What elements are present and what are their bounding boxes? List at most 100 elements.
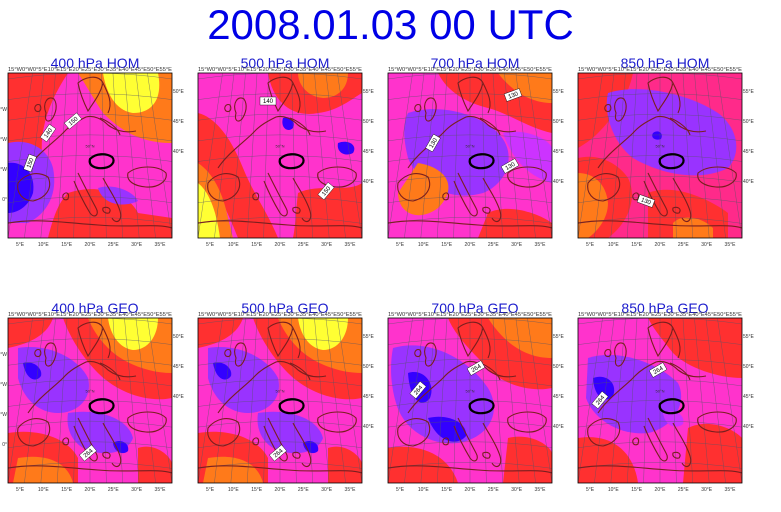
field-region (503, 131, 552, 183)
hungary-outline (658, 153, 685, 170)
right-tick-label: 40°E (553, 179, 565, 185)
top-tick-labels: 15°W0°W0°5°E10°E15°E20°E25°E30°E35°E40°E… (578, 67, 743, 73)
contour-label: 264 (591, 391, 609, 409)
field-region (652, 131, 662, 140)
panel-title: 400 hPa GEO (51, 300, 139, 316)
contour-label: 130 (636, 194, 656, 208)
bottom-tick-label: 35°E (345, 242, 357, 248)
map-panel: 400 hPa HOM 140 150 150 50°N 15°W0°W0°5°E10°E… (0, 55, 190, 265)
field-region (337, 141, 355, 155)
bottom-tick-label: 25°E (488, 242, 500, 248)
bottom-tick-label: 15°E (631, 487, 643, 493)
left-tick-label: 50°W (0, 137, 7, 143)
right-tick-label: 40°E (363, 179, 375, 185)
right-tick-label: 40°E (743, 179, 755, 185)
bottom-tick-label: 35°E (535, 487, 547, 493)
field-region (208, 347, 279, 413)
map-area: 140 150 50°N (198, 73, 362, 238)
bottom-tick-label: 5°E (586, 242, 595, 248)
bottom-tick-label: 35°E (535, 242, 547, 248)
bottom-tick-label: 15°E (251, 242, 263, 248)
bottom-tick-label: 10°E (228, 242, 240, 248)
contour-label: 264 (269, 444, 287, 462)
graticule (8, 318, 172, 483)
panel-title: 700 hPa HOM (430, 55, 520, 71)
bottom-tick-label: 20°E (275, 242, 287, 248)
right-tick-label: 50°E (173, 334, 185, 340)
field-region (213, 362, 232, 380)
top-tick-labels: 15°W0°W0°5°E10°E15°E20°E25°E30°E35°E40°E… (198, 312, 363, 318)
bottom-tick-label: 15°E (441, 487, 453, 493)
right-tick-label: 50°E (363, 364, 375, 370)
bottom-tick-label: 15°E (251, 487, 263, 493)
bottom-tick-label: 5°E (206, 242, 215, 248)
left-tick-label: 45°W (0, 167, 7, 173)
panel-title: 500 hPa HOM (240, 55, 330, 71)
contour-label: 150 (23, 153, 37, 173)
bottom-tick-label: 5°E (586, 487, 595, 493)
map-area: 264 50°N (8, 318, 172, 483)
coastlines (198, 321, 362, 474)
map-frame (7, 317, 173, 484)
center-lat-label: 50°N (466, 143, 475, 148)
map-figure: 140 150 150 50°N 15°W0°W0°5°E10°E15°E20°E25°… (0, 67, 185, 248)
field-region (398, 163, 449, 216)
panel-title: 700 hPa GEO (431, 300, 519, 316)
field-region (663, 411, 684, 427)
contour-label: 130 (503, 88, 523, 102)
bottom-tick-label: 5°E (16, 242, 25, 248)
contour-label: 264 (79, 444, 97, 462)
center-lat-label: 50°N (656, 143, 665, 148)
field-region (683, 423, 742, 483)
field-region (98, 186, 138, 205)
left-tick-label: 0° (2, 442, 7, 448)
field-region (282, 117, 294, 130)
bottom-tick-label: 30°E (511, 487, 523, 493)
bottom-tick-label: 30°E (131, 242, 143, 248)
hungary-outline (468, 153, 495, 170)
bottom-tick-label: 30°E (511, 242, 523, 248)
right-tick-label: 55°E (743, 334, 755, 340)
map-figure: 140 150 50°N 15°W0°W0°5°E10°E15°E20°E25°E30… (197, 67, 375, 248)
right-tick-label: 45°E (363, 149, 375, 155)
map-frame (197, 72, 363, 239)
top-tick-labels: 15°W0°W0°5°E10°E15°E20°E25°E30°E35°E40°E… (8, 312, 173, 318)
map-panel: 700 hPa GEO 264 264 50°N 15°W0°W0°5°E10°E15°… (380, 300, 570, 510)
bottom-tick-label: 20°E (275, 487, 287, 493)
contour-label-text: 150 (68, 116, 80, 127)
hungary-outline (658, 398, 685, 415)
top-tick-labels: 15°W0°W0°5°E10°E15°E20°E25°E30°E35°E40°E… (198, 67, 363, 73)
bottom-tick-label: 20°E (85, 487, 97, 493)
contour-label-text: 150 (26, 157, 35, 169)
contour-label-text: 130 (429, 137, 440, 149)
right-tick-label: 45°E (743, 394, 755, 400)
bottom-tick-label: 20°E (655, 487, 667, 493)
contour-label: 130 (500, 158, 520, 174)
contour-label: 140 (39, 123, 57, 143)
right-tick-label: 45°E (173, 119, 185, 125)
bottom-tick-label: 20°E (655, 242, 667, 248)
field-region (198, 183, 220, 238)
right-tick-label: 40°E (173, 149, 185, 155)
contour-label-text: 264 (273, 448, 285, 459)
map-area: 130 50°N (578, 73, 742, 238)
map-panel: 400 hPa GEO 264 50°N 15°W0°W0°5°E10°E15°E20… (0, 300, 190, 510)
panel-title: 850 hPa HOM (620, 55, 710, 71)
center-lat-label: 50°N (86, 143, 95, 148)
right-tick-label: 45°E (743, 149, 755, 155)
bottom-tick-label: 20°E (465, 242, 477, 248)
bottom-tick-label: 10°E (38, 242, 50, 248)
field-region (298, 318, 348, 350)
bottom-tick-label: 30°E (321, 242, 333, 248)
right-tick-label: 50°E (173, 89, 185, 95)
contour-label-text: 130 (505, 161, 517, 172)
bottom-tick-label: 5°E (16, 487, 25, 493)
bottom-tick-label: 15°E (61, 242, 73, 248)
center-lat-label: 50°N (276, 388, 285, 393)
map-frame (197, 317, 363, 484)
field-region (23, 362, 42, 380)
map-area: 130 130 130 50°N (388, 73, 552, 238)
map-area: 264 50°N (198, 318, 362, 483)
field-region (108, 318, 158, 350)
right-tick-label: 55°E (553, 89, 565, 95)
